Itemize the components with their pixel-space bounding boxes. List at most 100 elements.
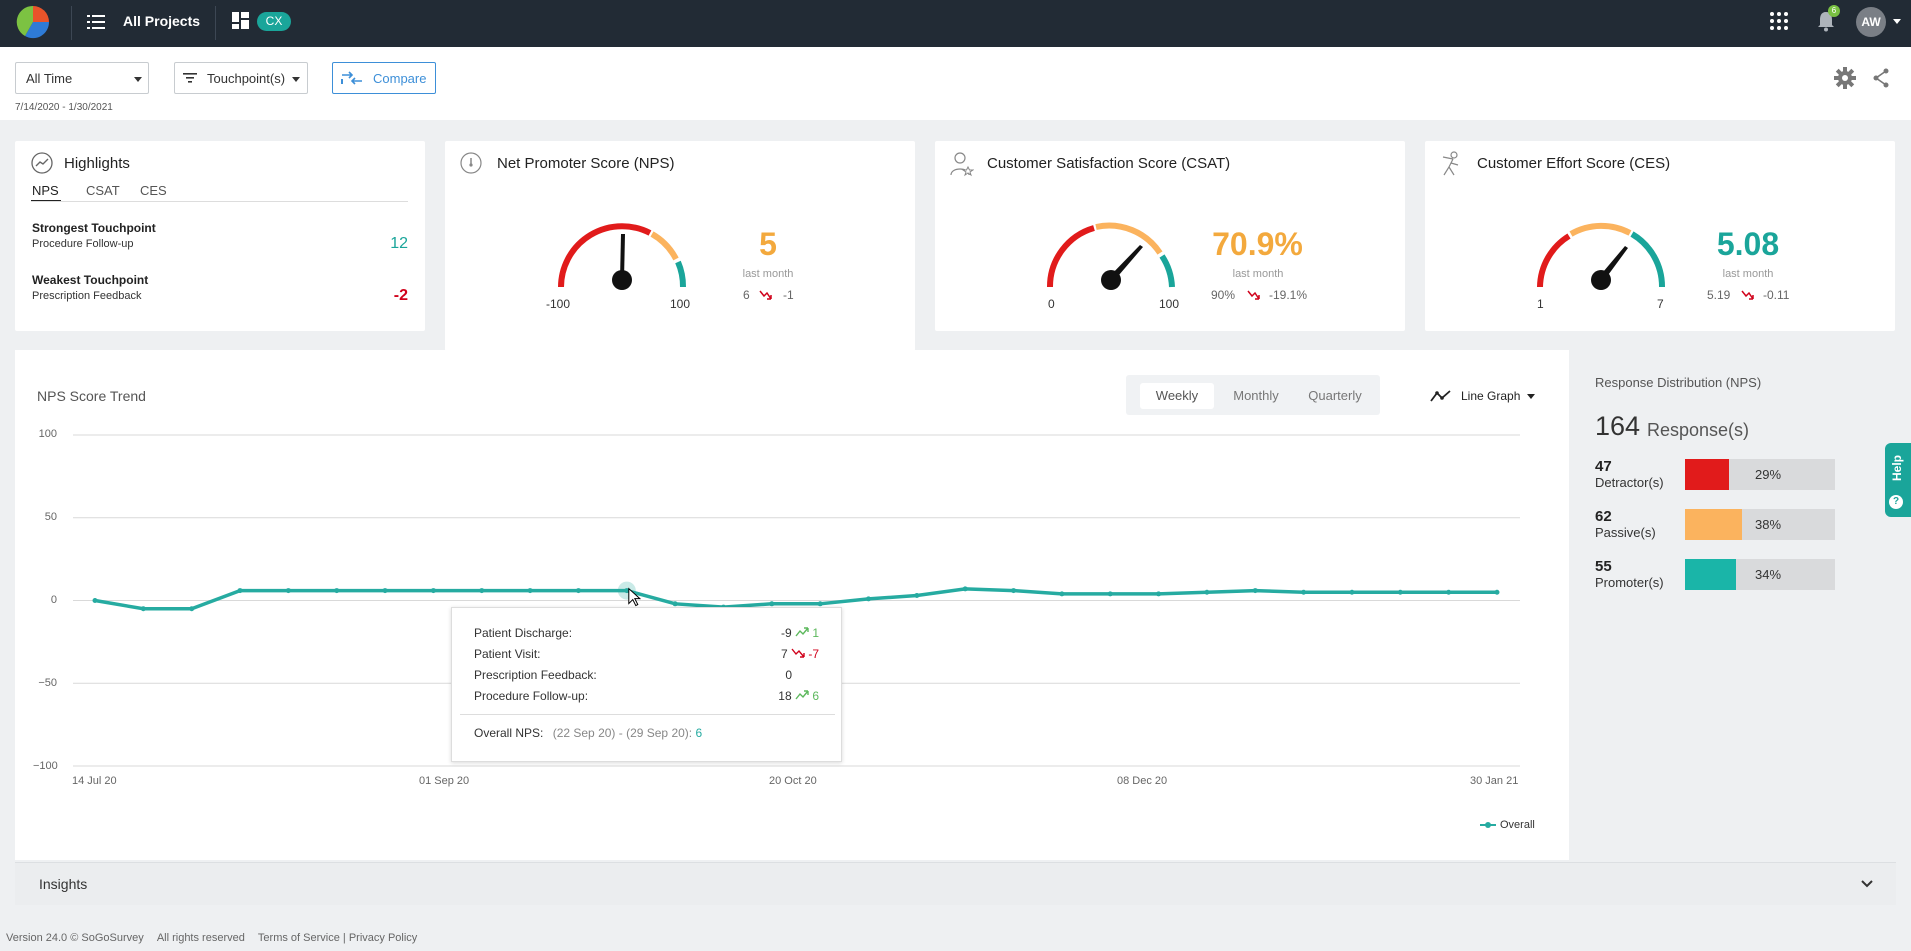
data-point[interactable] <box>1156 591 1162 597</box>
weakest-touchpoint-score: -2 <box>393 287 408 304</box>
period-quarterly[interactable]: Quarterly <box>1308 388 1362 403</box>
nps-last-month-label: last month <box>742 268 794 280</box>
data-point[interactable] <box>624 588 630 594</box>
csat-score-value: 70.9% <box>1212 226 1303 262</box>
data-point[interactable] <box>1011 588 1017 594</box>
x-tick-label: 08 Dec 20 <box>1117 775 1168 787</box>
app-logo-icon[interactable] <box>16 5 50 39</box>
ces-card[interactable] <box>1425 141 1895 331</box>
data-point[interactable] <box>962 586 968 592</box>
detractor-label: Detractor(s) <box>1595 475 1664 490</box>
data-point[interactable] <box>1252 588 1258 594</box>
data-point[interactable] <box>334 588 340 594</box>
privacy-link[interactable]: Privacy Policy <box>348 932 418 944</box>
legend-label: Overall <box>1500 819 1535 831</box>
tooltip-value: 18 <box>778 689 792 703</box>
data-point[interactable] <box>769 601 775 607</box>
y-tick-label: 100 <box>38 428 57 440</box>
tabs-divider <box>31 201 408 202</box>
nps-score-value: 5 <box>759 226 777 262</box>
chart-tooltip: Patient Discharge: -9 1 Patient Visit: 7… <box>451 607 842 762</box>
share-icon[interactable] <box>1872 68 1890 88</box>
data-point[interactable] <box>189 606 195 612</box>
data-point[interactable] <box>866 596 872 602</box>
apps-grid-icon[interactable] <box>1770 12 1788 30</box>
csat-title: Customer Satisfaction Score (CSAT) <box>987 155 1231 172</box>
data-point[interactable] <box>1107 591 1113 597</box>
list-menu-icon[interactable] <box>87 13 105 31</box>
legend-line-icon <box>1480 822 1496 828</box>
tooltip-row-value: -9 1 <box>781 626 819 640</box>
all-projects-link[interactable]: All Projects <box>123 13 201 29</box>
data-point[interactable] <box>237 588 243 594</box>
data-point[interactable] <box>479 588 485 594</box>
data-point[interactable] <box>1301 589 1307 595</box>
data-point[interactable] <box>140 606 146 612</box>
gear-icon[interactable] <box>1834 67 1856 89</box>
data-point[interactable] <box>527 588 533 594</box>
x-tick-label: 01 Sep 20 <box>419 775 470 787</box>
detractor-bar[interactable]: 29% <box>1685 459 1835 490</box>
data-point[interactable] <box>1204 589 1210 595</box>
chevron-down-icon[interactable] <box>1861 880 1873 888</box>
x-tick-label: 14 Jul 20 <box>72 775 117 787</box>
nps-title: Net Promoter Score (NPS) <box>497 155 675 172</box>
highlights-tab-nps[interactable]: NPS <box>32 183 59 198</box>
data-point[interactable] <box>914 593 920 599</box>
graph-type-dropdown[interactable]: Line Graph <box>1430 386 1536 406</box>
csat-delta: -19.1% <box>1269 288 1308 302</box>
nps-card[interactable] <box>445 141 915 351</box>
terms-link[interactable]: Terms of Service <box>257 932 340 944</box>
promoter-bar[interactable]: 34% <box>1685 559 1835 590</box>
data-point[interactable] <box>92 598 98 603</box>
line-graph-icon <box>1430 390 1451 402</box>
dashboard-grid-icon[interactable] <box>232 12 249 29</box>
data-point[interactable] <box>285 588 291 594</box>
ces-delta: -0.11 <box>1763 288 1790 302</box>
ces-last-month-label: last month <box>1722 268 1774 280</box>
data-point[interactable] <box>817 601 823 607</box>
time-range-dropdown[interactable]: All Time <box>15 62 149 94</box>
tooltip-delta: 1 <box>812 626 819 640</box>
chevron-down-icon <box>1527 393 1536 399</box>
time-range-value: All Time <box>26 70 73 86</box>
insights-section-header[interactable]: Insights <box>15 862 1896 905</box>
trend-title: NPS Score Trend <box>37 388 146 404</box>
tooltip-value: 7 <box>780 647 788 661</box>
filter-icon <box>183 73 197 83</box>
touchpoints-filter-dropdown[interactable]: Touchpoint(s) <box>174 62 308 94</box>
chart-legend[interactable]: Overall <box>1480 818 1535 832</box>
csat-card[interactable] <box>935 141 1405 331</box>
highlights-tab-csat[interactable]: CSAT <box>86 183 120 198</box>
data-point[interactable] <box>575 588 581 594</box>
tooltip-row-label: Procedure Follow-up: <box>474 689 589 703</box>
highlights-tab-ces[interactable]: CES <box>140 183 167 198</box>
user-avatar[interactable]: AW <box>1856 7 1886 37</box>
help-tab[interactable]: ? Help <box>1885 443 1911 517</box>
ces-gauge <box>1537 222 1666 290</box>
filter-bar <box>0 47 1911 120</box>
response-total: 164 <box>1595 411 1641 441</box>
user-menu-caret-icon[interactable] <box>1893 19 1901 24</box>
ces-previous-value: 5.19 <box>1707 288 1731 302</box>
graph-type-label: Line Graph <box>1461 389 1521 403</box>
data-point[interactable] <box>1059 591 1065 597</box>
data-point[interactable] <box>1397 589 1403 595</box>
tooltip-overall-range: (22 Sep 20) - (29 Sep 20): <box>552 726 693 740</box>
data-point[interactable] <box>430 588 436 594</box>
data-point[interactable] <box>1494 589 1500 595</box>
cx-badge[interactable]: CX <box>257 12 291 31</box>
period-weekly[interactable]: Weekly <box>1140 383 1214 409</box>
passive-bar[interactable]: 38% <box>1685 509 1835 540</box>
data-point[interactable] <box>672 601 678 607</box>
data-point[interactable] <box>382 588 388 594</box>
data-point[interactable] <box>1446 589 1452 595</box>
trend-up-icon <box>31 152 53 174</box>
data-point[interactable] <box>1349 589 1355 595</box>
promoter-percent: 34% <box>1755 567 1782 582</box>
trend-down-icon <box>759 290 772 300</box>
period-monthly[interactable]: Monthly <box>1233 388 1279 403</box>
promoter-count: 55 <box>1595 558 1612 575</box>
compare-button[interactable]: Compare <box>332 62 436 94</box>
